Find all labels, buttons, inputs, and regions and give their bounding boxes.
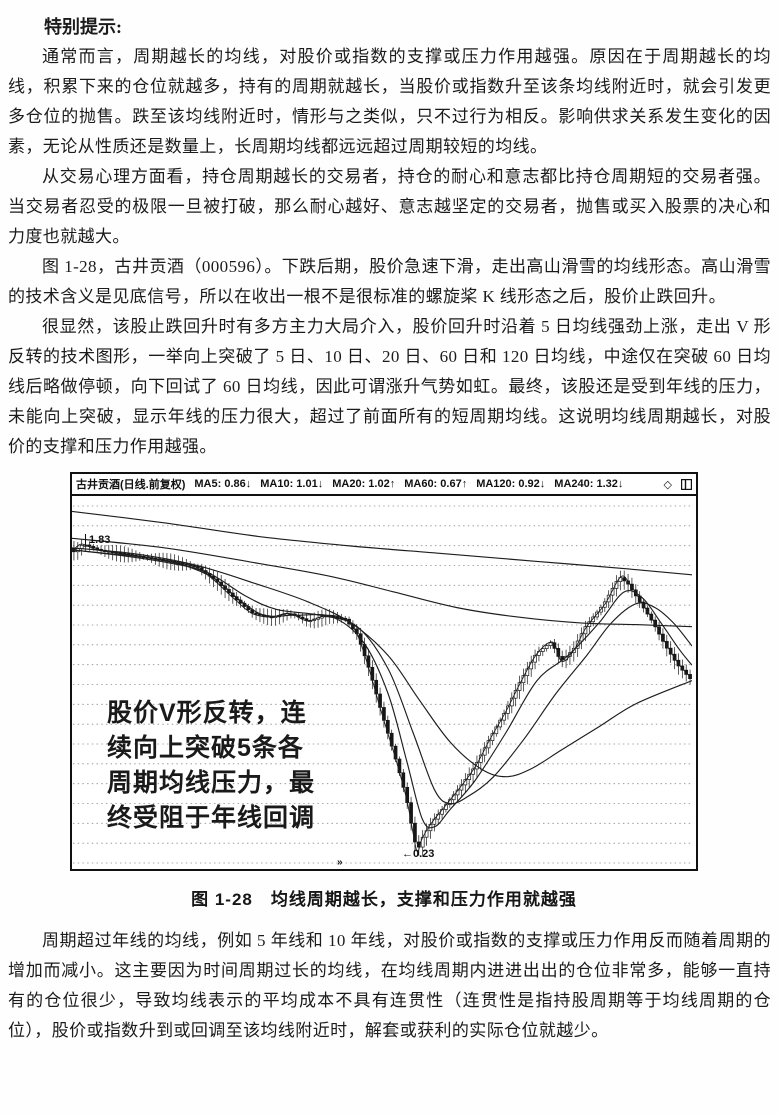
ma10-reading: MA10: 1.01↓ <box>260 478 324 490</box>
lower-text-block: 周期超过年线的均线，例如 5 年线和 10 年线，对股价或指数的支撑或压力作用反… <box>0 910 779 1046</box>
low-price-label: ←0.23 <box>402 848 435 860</box>
diamond-icon: ◇ <box>663 478 672 491</box>
ma5-reading: MA5: 0.86↓ <box>194 478 252 490</box>
chart-annotation: 股价V形反转，连 续向上突破5条各 周期均线压力，最 终受阻于年线回调 <box>107 696 387 836</box>
annotation-line: 周期均线压力，最 <box>107 769 316 797</box>
high-price-label: 1.83 <box>85 534 110 546</box>
window-icon <box>681 478 692 490</box>
chart-plot-area: 股价V形反转，连 续向上突破5条各 周期均线压力，最 终受阻于年线回调 1.83… <box>72 496 692 869</box>
chart-header-bar: 古井贡酒(日线.前复权) MA5: 0.86↓ MA10: 1.01↓ MA20… <box>72 474 696 496</box>
stock-chart-frame: 古井贡酒(日线.前复权) MA5: 0.86↓ MA10: 1.01↓ MA20… <box>70 472 698 871</box>
figure-caption: 图 1-28 均线周期越长，支撑和压力作用就越强 <box>191 890 577 909</box>
paragraph-2: 从交易心理方面看，持仓周期越长的交易者，持仓的耐心和意志都比持仓周期短的交易者强… <box>8 167 771 246</box>
stock-title: 古井贡酒(日线.前复权) <box>76 479 186 491</box>
figure-1-28: 古井贡酒(日线.前复权) MA5: 0.86↓ MA10: 1.01↓ MA20… <box>70 472 698 910</box>
special-note-heading: 特别提示: <box>44 17 122 37</box>
paragraph-1: 通常而言，周期越长的均线，对股价或指数的支撑或压力作用越强。原因在于周期越长的均… <box>8 47 771 156</box>
bottom-axis-marker: » <box>337 857 343 868</box>
candlestick-chart <box>72 505 692 864</box>
ma240-reading: MA240: 1.32↓ <box>554 478 624 490</box>
ma20-reading: MA20: 1.02↑ <box>332 478 396 490</box>
paragraph-5: 周期超过年线的均线，例如 5 年线和 10 年线，对股价或指数的支撑或压力作用反… <box>8 931 771 1040</box>
annotation-line: 续向上突破5条各 <box>107 734 304 762</box>
upper-text-block: 特别提示: 通常而言，周期越长的均线，对股价或指数的支撑或压力作用越强。原因在于… <box>0 0 779 462</box>
ma60-reading: MA60: 0.67↑ <box>404 478 468 490</box>
paragraph-3: 图 1-28，古井贡酒（000596）。下跌后期，股价急速下滑，走出高山滑雪的均… <box>8 257 771 306</box>
ma120-reading: MA120: 0.92↓ <box>476 478 546 490</box>
annotation-line: 股价V形反转，连 <box>107 699 307 727</box>
paragraph-4: 很显然，该股止跌回升时有多方主力大局介入，股价回升时沿着 5 日均线强劲上涨，走… <box>8 317 771 456</box>
annotation-line: 终受阻于年线回调 <box>107 804 316 832</box>
